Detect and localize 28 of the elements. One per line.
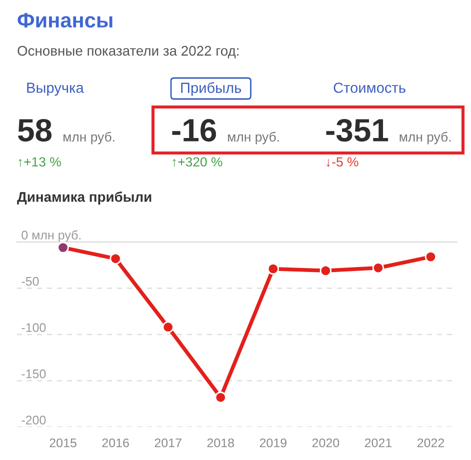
x-tick-label: 2015: [50, 438, 76, 448]
x-tick-label: 2017: [154, 438, 182, 448]
text: 58: [18, 118, 52, 142]
text: -16: [172, 118, 216, 142]
y-tick-label: -100: [22, 323, 46, 332]
text: млн руб.: [400, 132, 451, 144]
x-tick-label: 2019: [260, 438, 286, 448]
x-tick-label: 2018: [207, 438, 234, 448]
text: ↓-5 %: [326, 157, 358, 167]
text: Основные показатели за 2022 год:: [18, 46, 238, 58]
y-tick-label: 0 млн руб.: [22, 230, 81, 242]
text: Финансы: [18, 12, 112, 28]
text: млн руб.: [64, 132, 114, 144]
x-tick-label: 2016: [102, 438, 129, 448]
x-tick-label: 2020: [312, 438, 340, 448]
text: Стоимость: [334, 82, 406, 93]
text: -351: [326, 118, 388, 142]
y-tick-label: -150: [22, 369, 46, 378]
text: Выручка: [27, 82, 84, 96]
x-tick-label: 2021: [364, 438, 392, 448]
chart-title: Динамика прибыли: [17, 192, 152, 205]
x-tick-label: 2022: [417, 438, 444, 448]
text: Прибыль: [181, 82, 242, 96]
y-tick-label: -200: [22, 416, 46, 425]
text: ↑+320 %: [172, 157, 222, 167]
y-tick-label: -50: [22, 276, 39, 286]
text: ↑+13 %: [18, 157, 61, 167]
text: млн руб.: [228, 132, 279, 144]
